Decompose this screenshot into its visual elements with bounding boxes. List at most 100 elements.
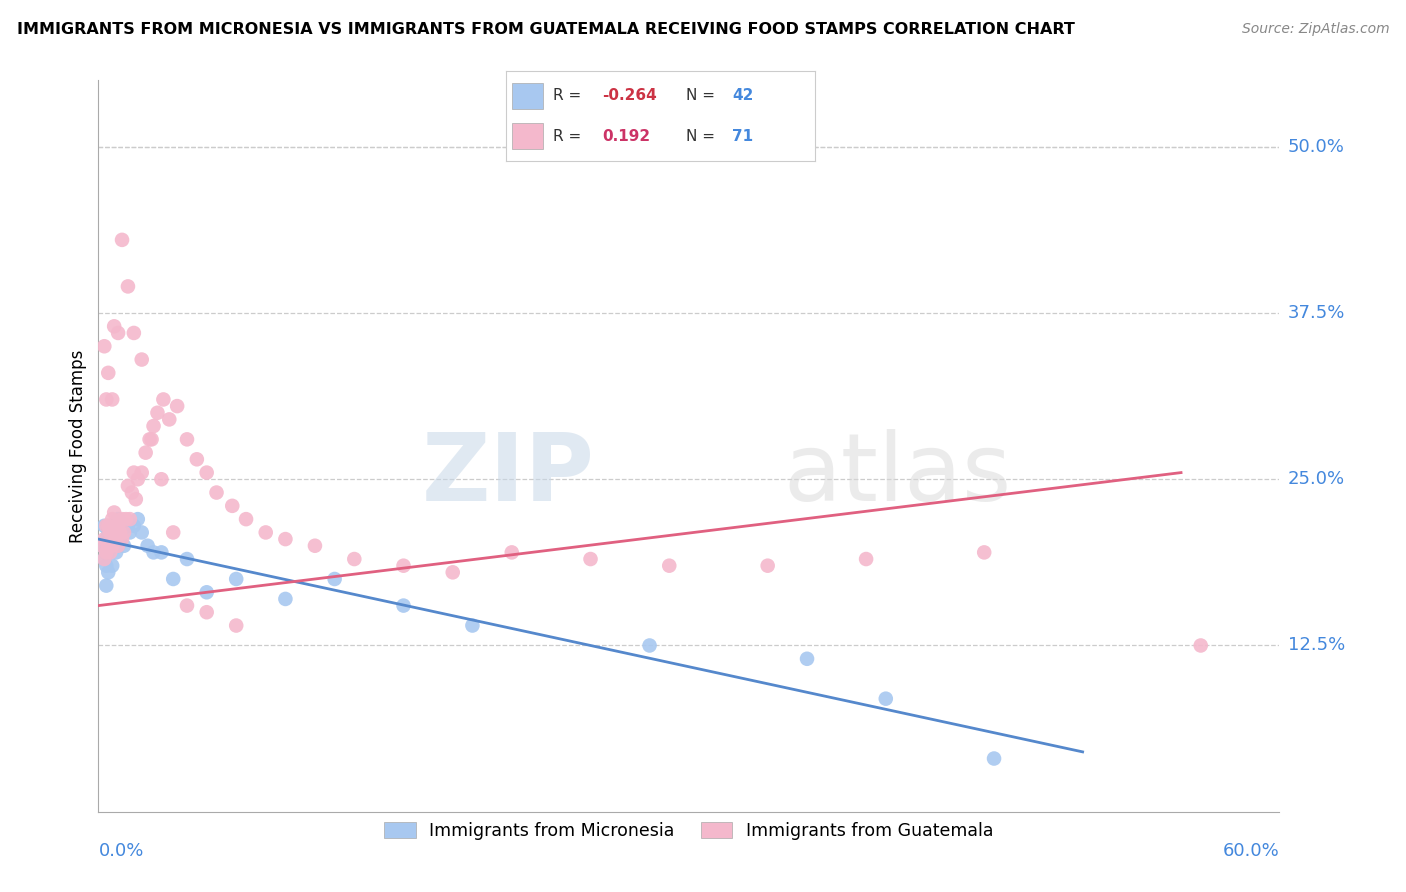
- Point: [111, 532, 134, 546]
- Point: [125, 492, 148, 507]
- Text: N =: N =: [686, 128, 714, 144]
- Point: [225, 618, 247, 632]
- Point: [304, 539, 326, 553]
- Point: [150, 472, 173, 486]
- Text: 0.192: 0.192: [602, 128, 650, 144]
- Point: [195, 585, 218, 599]
- Point: [127, 472, 149, 486]
- Point: [186, 452, 208, 467]
- Text: ZIP: ZIP: [422, 429, 595, 521]
- Point: [166, 399, 188, 413]
- Point: [96, 532, 118, 546]
- Text: 25.0%: 25.0%: [1288, 470, 1346, 488]
- Point: [579, 552, 602, 566]
- Point: [973, 545, 995, 559]
- Text: -0.264: -0.264: [602, 88, 657, 103]
- Point: [122, 518, 145, 533]
- Point: [127, 512, 149, 526]
- Point: [461, 618, 484, 632]
- Point: [96, 558, 118, 573]
- Point: [176, 599, 198, 613]
- Point: [195, 466, 218, 480]
- Point: [103, 319, 125, 334]
- Point: [983, 751, 1005, 765]
- Point: [131, 466, 153, 480]
- Point: [141, 433, 163, 447]
- Point: [122, 466, 145, 480]
- Text: 50.0%: 50.0%: [1288, 137, 1344, 156]
- Point: [97, 545, 120, 559]
- Point: [658, 558, 681, 573]
- Text: 60.0%: 60.0%: [1223, 842, 1279, 860]
- Point: [135, 445, 157, 459]
- Point: [205, 485, 228, 500]
- Point: [103, 525, 125, 540]
- Point: [176, 433, 198, 447]
- Point: [117, 279, 139, 293]
- Point: [1189, 639, 1212, 653]
- Point: [118, 512, 141, 526]
- Point: [101, 512, 124, 526]
- Point: [152, 392, 174, 407]
- Point: [97, 539, 120, 553]
- Point: [855, 552, 877, 566]
- Point: [97, 518, 120, 533]
- Text: 42: 42: [733, 88, 754, 103]
- Point: [638, 639, 661, 653]
- Point: [107, 512, 129, 526]
- Point: [103, 518, 125, 533]
- Point: [111, 518, 134, 533]
- Point: [162, 525, 184, 540]
- Point: [176, 552, 198, 566]
- Point: [101, 532, 124, 546]
- Point: [392, 558, 415, 573]
- Point: [101, 539, 124, 553]
- Point: [501, 545, 523, 559]
- Point: [98, 525, 121, 540]
- Point: [756, 558, 779, 573]
- Point: [157, 412, 180, 426]
- Point: [93, 552, 115, 566]
- Y-axis label: Receiving Food Stamps: Receiving Food Stamps: [69, 350, 87, 542]
- Point: [107, 326, 129, 340]
- Point: [195, 605, 218, 619]
- Point: [441, 566, 464, 580]
- Point: [146, 406, 169, 420]
- Point: [91, 539, 114, 553]
- Point: [98, 518, 121, 533]
- Point: [254, 525, 277, 540]
- Point: [142, 419, 165, 434]
- Point: [103, 506, 125, 520]
- Point: [96, 579, 118, 593]
- Point: [796, 652, 818, 666]
- Point: [112, 525, 135, 540]
- Point: [105, 518, 128, 533]
- Text: Source: ZipAtlas.com: Source: ZipAtlas.com: [1241, 22, 1389, 37]
- Point: [112, 539, 135, 553]
- Point: [131, 352, 153, 367]
- Point: [107, 518, 129, 533]
- Text: R =: R =: [553, 88, 581, 103]
- Point: [93, 532, 115, 546]
- Point: [97, 366, 120, 380]
- Legend: Immigrants from Micronesia, Immigrants from Guatemala: Immigrants from Micronesia, Immigrants f…: [377, 815, 1001, 847]
- Point: [117, 518, 139, 533]
- Point: [108, 525, 131, 540]
- Text: N =: N =: [686, 88, 714, 103]
- Point: [105, 532, 128, 546]
- Point: [97, 566, 120, 580]
- Point: [96, 518, 118, 533]
- Point: [108, 532, 131, 546]
- Point: [138, 433, 160, 447]
- Text: 37.5%: 37.5%: [1288, 304, 1346, 322]
- Point: [121, 485, 143, 500]
- Point: [115, 512, 138, 526]
- Point: [101, 558, 124, 573]
- Point: [101, 392, 124, 407]
- Point: [105, 545, 128, 559]
- Text: IMMIGRANTS FROM MICRONESIA VS IMMIGRANTS FROM GUATEMALA RECEIVING FOOD STAMPS CO: IMMIGRANTS FROM MICRONESIA VS IMMIGRANTS…: [17, 22, 1074, 37]
- Bar: [512, 123, 543, 150]
- Point: [103, 539, 125, 553]
- Point: [98, 539, 121, 553]
- Point: [122, 326, 145, 340]
